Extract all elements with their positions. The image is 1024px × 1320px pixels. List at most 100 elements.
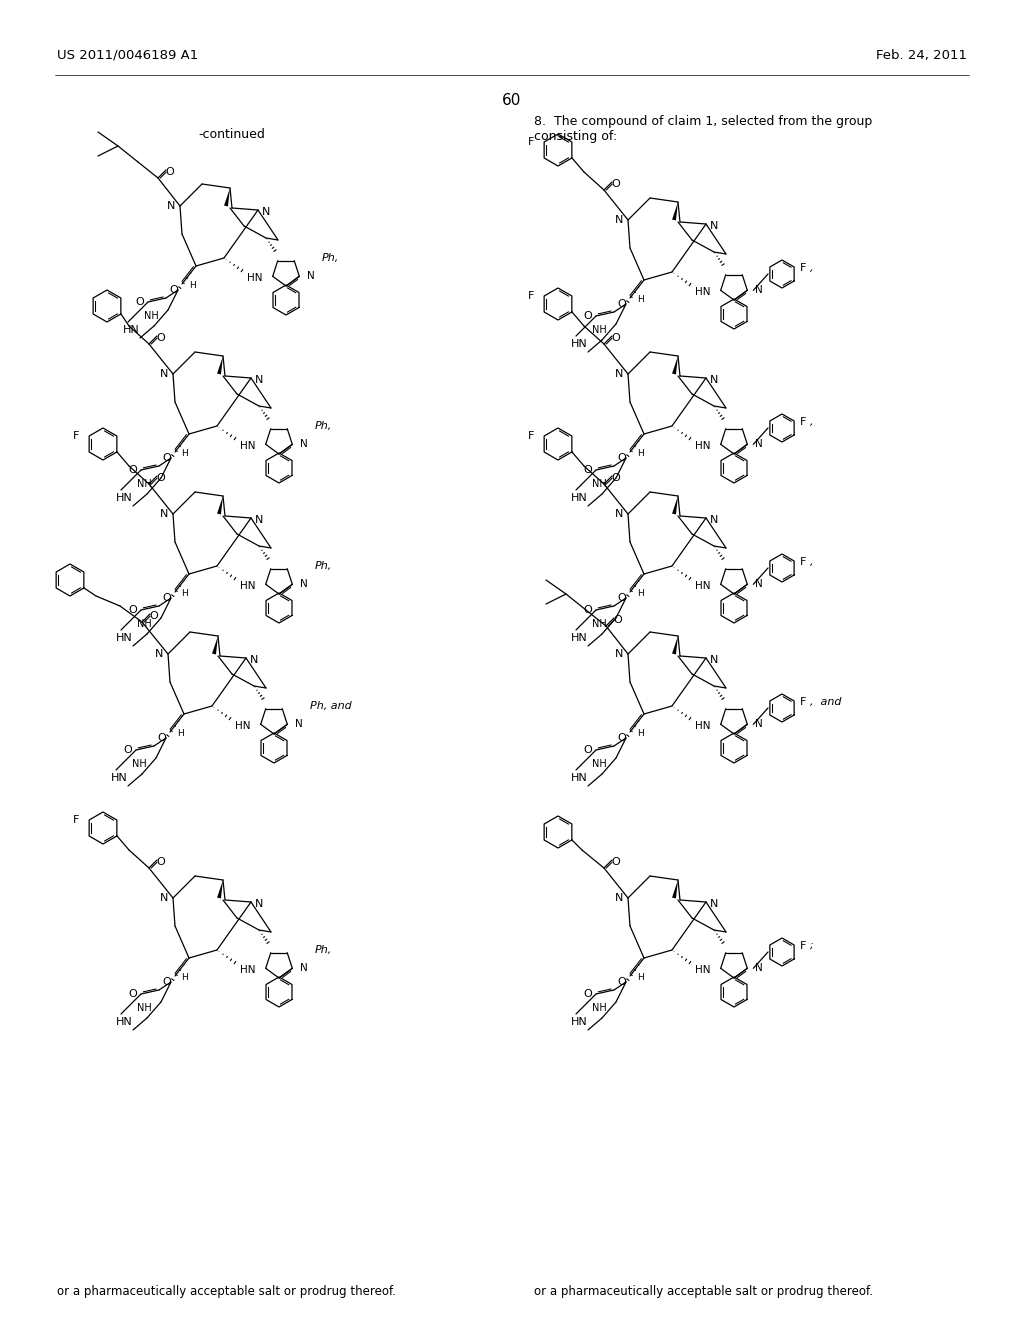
Text: or a pharmaceutically acceptable salt or prodrug thereof.: or a pharmaceutically acceptable salt or… [57,1284,396,1298]
Text: N: N [710,515,718,525]
Text: ,: , [810,417,813,426]
Text: HN: HN [695,441,711,451]
Text: Ph, and: Ph, and [310,701,352,711]
Text: O: O [158,733,166,743]
Text: NH: NH [592,759,607,770]
Text: O: O [170,285,178,294]
Text: NH: NH [137,479,152,488]
Text: H: H [637,974,643,982]
Text: O: O [611,180,621,189]
Text: H: H [637,730,643,738]
Text: 60: 60 [503,92,521,108]
Text: HN: HN [117,1016,133,1027]
Text: 8.  The compound of claim 1, selected from the group: 8. The compound of claim 1, selected fro… [534,115,872,128]
Text: O: O [157,473,165,483]
Text: N: N [756,579,763,589]
Text: N: N [255,515,263,525]
Text: HN: HN [571,774,588,783]
Text: F: F [800,417,806,426]
Text: O: O [611,473,621,483]
Text: O: O [617,977,627,987]
Text: O: O [135,297,144,308]
Text: F: F [800,697,806,708]
Text: O: O [613,615,623,624]
Text: F: F [73,432,79,441]
Text: H: H [637,450,643,458]
Text: US 2011/0046189 A1: US 2011/0046189 A1 [57,49,199,62]
Text: N: N [307,272,315,281]
Text: O: O [129,465,137,475]
Text: HN: HN [241,441,256,451]
Text: NH: NH [144,312,159,321]
Text: -continued: -continued [199,128,265,141]
Text: HN: HN [241,965,256,975]
Text: N: N [255,375,263,385]
Text: O: O [163,593,171,603]
Text: NH: NH [137,619,152,630]
Text: O: O [157,333,165,343]
Text: N: N [300,440,308,449]
Text: H: H [637,590,643,598]
Text: N: N [295,719,303,730]
Text: HN: HN [241,581,256,591]
Text: O: O [584,989,592,999]
Text: N: N [614,510,624,519]
Text: F: F [73,814,79,825]
Text: N: N [614,370,624,379]
Text: NH: NH [592,619,607,630]
Text: H: H [637,296,643,305]
Polygon shape [672,880,678,899]
Text: N: N [160,894,168,903]
Text: O: O [617,593,627,603]
Text: H: H [181,974,188,982]
Text: HN: HN [571,634,588,643]
Text: F: F [800,263,806,273]
Polygon shape [217,880,223,899]
Text: HN: HN [112,774,128,783]
Text: O: O [129,605,137,615]
Text: N: N [710,899,718,909]
Text: O: O [124,744,132,755]
Text: Ph,: Ph, [315,945,332,954]
Text: NH: NH [137,1003,152,1012]
Text: NH: NH [592,479,607,488]
Text: N: N [614,649,624,659]
Text: O: O [157,857,165,867]
Text: F: F [527,290,535,301]
Text: N: N [756,440,763,449]
Text: F: F [527,137,535,147]
Text: N: N [250,655,258,665]
Polygon shape [672,636,678,655]
Text: or a pharmaceutically acceptable salt or prodrug thereof.: or a pharmaceutically acceptable salt or… [534,1284,873,1298]
Text: O: O [150,611,159,620]
Text: Ph,: Ph, [322,253,339,263]
Text: N: N [710,375,718,385]
Polygon shape [672,356,678,375]
Text: HN: HN [695,721,711,731]
Text: N: N [262,207,270,216]
Text: O: O [611,333,621,343]
Text: NH: NH [592,325,607,335]
Text: O: O [584,605,592,615]
Text: N: N [255,899,263,909]
Text: ,: , [810,263,813,273]
Text: ;: ; [810,941,814,950]
Text: H: H [188,281,196,290]
Text: N: N [710,655,718,665]
Text: N: N [710,220,718,231]
Text: N: N [756,719,763,730]
Text: N: N [614,894,624,903]
Polygon shape [672,202,678,220]
Text: HN: HN [695,288,711,297]
Text: O: O [166,168,174,177]
Text: Ph,: Ph, [315,421,332,432]
Text: N: N [160,370,168,379]
Text: O: O [611,857,621,867]
Text: N: N [300,964,308,973]
Text: H: H [181,450,188,458]
Text: N: N [155,649,163,659]
Text: Ph,: Ph, [315,561,332,572]
Text: HN: HN [571,492,588,503]
Text: F: F [800,557,806,568]
Text: N: N [756,285,763,296]
